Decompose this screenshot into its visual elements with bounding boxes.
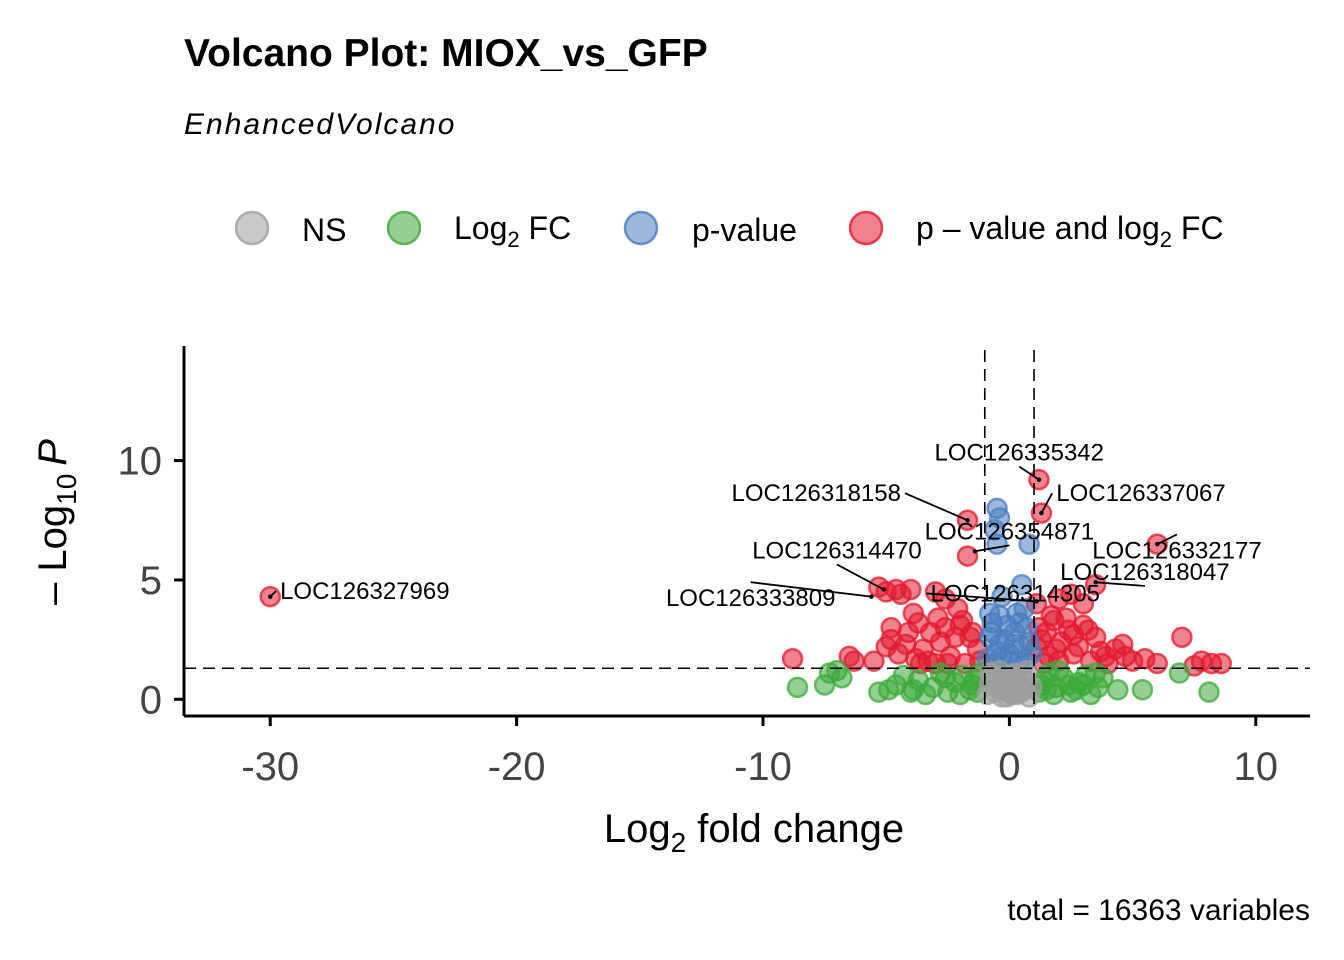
label-connector (974, 544, 1010, 553)
point-fc (1168, 662, 1191, 684)
point-ns (1001, 683, 1023, 706)
point-label: LOC126318158 (732, 480, 901, 507)
point-label: LOC126314305 (931, 580, 1100, 607)
point-both (1210, 652, 1233, 675)
point-both (902, 602, 925, 625)
point-fc (831, 667, 853, 689)
plot-area: LOC126327969 LOC126335342 LOC126337067 LOC1… (118, 346, 1310, 789)
point-label: LOC126314470 (752, 537, 921, 564)
x-axis-title: Log2 fold change (604, 807, 904, 858)
label-anchor-dot (1155, 541, 1160, 547)
label-connector (1018, 465, 1040, 481)
point-ns (1015, 659, 1038, 682)
point-label: LOC126327969 (280, 578, 449, 605)
point-fc (1131, 678, 1154, 701)
legend-marker-ns (234, 210, 270, 246)
point-both (927, 607, 949, 629)
point-both (781, 647, 804, 670)
point-label: LOC126354871 (925, 518, 1094, 545)
point-fc (1107, 678, 1129, 701)
label-anchor-dot (1034, 599, 1039, 604)
point-fc (786, 676, 809, 699)
point-fc (934, 667, 957, 689)
label-connector (1095, 581, 1145, 587)
points-layer (259, 468, 1233, 708)
label-connector (836, 563, 885, 591)
point-fc (1047, 659, 1070, 682)
point-fc (902, 678, 925, 701)
point-label: LOC126337067 (1056, 480, 1225, 507)
legend: NS Log2 FC p-value p – value and log2 FC (234, 210, 1224, 252)
x-tick-label: -10 (734, 745, 792, 789)
point-fc (1084, 662, 1107, 684)
point-fc (1198, 681, 1220, 703)
legend-label-p: p-value (692, 212, 797, 248)
point-both (1171, 626, 1193, 648)
point-both (1072, 593, 1095, 615)
point-both (956, 545, 979, 567)
axes: -30 -20 -10 0 10 0 5 10 (118, 346, 1310, 789)
cutoff-lines (184, 350, 1310, 716)
label-anchor-dot (1039, 510, 1044, 516)
point-label: LOC126318047 (1060, 559, 1229, 586)
label-anchor-dot (965, 518, 970, 523)
point-p (1010, 573, 1033, 596)
point-both (1084, 573, 1107, 596)
chart-title: Volcano Plot: MIOX_vs_GFP (184, 32, 708, 75)
label-connector (926, 592, 1037, 603)
label-anchor-dot (972, 549, 978, 554)
y-tick-label: 0 (140, 678, 162, 722)
y-axis-title: – Log10P (31, 439, 82, 605)
x-tick-label: -20 (488, 745, 546, 789)
point-both (900, 578, 922, 601)
point-both (1040, 604, 1063, 627)
point-both (1045, 638, 1067, 660)
label-connector (1040, 492, 1054, 514)
x-tick-label: -30 (241, 745, 299, 789)
label-anchor-dot (881, 587, 886, 592)
legend-marker-p (623, 210, 659, 246)
point-both (959, 626, 981, 648)
legend-label-both: p – value and log2 FC (916, 210, 1224, 252)
label-anchor-dot (1036, 477, 1042, 482)
label-connector (904, 492, 968, 522)
point-both (1094, 645, 1117, 668)
x-tick-label: 0 (998, 745, 1020, 789)
y-tick-label: 5 (140, 559, 162, 603)
point-both (863, 650, 885, 672)
legend-label-ns: NS (302, 212, 346, 248)
point-p (988, 633, 1011, 656)
legend-marker-both (848, 210, 884, 246)
x-tick-label: 10 (1234, 745, 1279, 789)
legend-marker-fc (386, 210, 422, 246)
label-anchor-dot (268, 594, 273, 599)
point-p (1008, 612, 1031, 634)
chart-subtitle: EnhancedVolcano (184, 108, 456, 141)
point-fc (1057, 674, 1080, 696)
label-anchor-dot (1093, 580, 1098, 585)
point-both (897, 621, 920, 644)
point-label: LOC126332177 (1092, 537, 1261, 564)
point-label: LOC126333809 (666, 585, 835, 612)
chart-caption: total = 16363 variables (1007, 894, 1310, 927)
point-both (1111, 633, 1134, 656)
label-anchor-dot (869, 594, 874, 599)
point-label: LOC126335342 (935, 440, 1104, 467)
point-labels: LOC126327969 LOC126335342 LOC126337067 LOC1… (268, 440, 1262, 612)
legend-label-fc: Log2 FC (454, 210, 571, 252)
point-both (1077, 619, 1099, 641)
point-both (1146, 652, 1168, 675)
label-connector (750, 581, 872, 598)
y-tick-label: 10 (118, 440, 163, 484)
label-connector (1156, 533, 1178, 545)
